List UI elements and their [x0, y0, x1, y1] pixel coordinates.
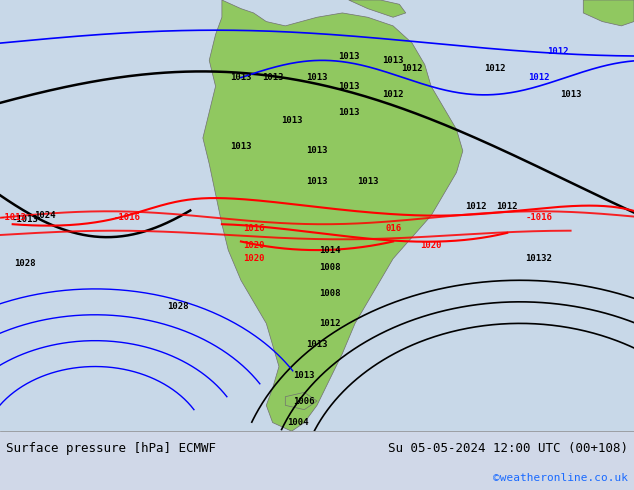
Text: 1012: 1012: [465, 202, 486, 212]
Text: 1014: 1014: [319, 245, 340, 255]
Text: 1013: 1013: [338, 108, 359, 117]
Text: 1004: 1004: [287, 418, 309, 427]
Text: 1012: 1012: [319, 319, 340, 328]
Text: -1013: -1013: [0, 213, 26, 222]
Text: 1020: 1020: [243, 241, 264, 250]
Text: 1013: 1013: [281, 116, 302, 125]
Polygon shape: [349, 0, 406, 17]
Text: 1013: 1013: [306, 341, 328, 349]
Text: 1012: 1012: [496, 202, 518, 212]
Text: 1012: 1012: [547, 47, 569, 56]
Text: 016: 016: [385, 224, 401, 233]
Text: 1028: 1028: [167, 302, 188, 311]
Text: 1013: 1013: [382, 56, 404, 65]
Text: 1013: 1013: [230, 73, 252, 82]
Text: 1013: 1013: [306, 176, 328, 186]
Text: 1012: 1012: [484, 65, 505, 74]
Text: Su 05-05-2024 12:00 UTC (00+108): Su 05-05-2024 12:00 UTC (00+108): [387, 442, 628, 455]
Text: 1012: 1012: [528, 73, 550, 82]
Text: -1013: -1013: [12, 216, 39, 224]
Text: -1016: -1016: [526, 213, 552, 222]
Text: 1013: 1013: [338, 51, 359, 61]
Text: 1028: 1028: [15, 259, 36, 268]
Text: 1013: 1013: [230, 142, 252, 151]
Polygon shape: [583, 0, 634, 26]
Polygon shape: [285, 392, 317, 410]
Text: 1013: 1013: [560, 90, 581, 99]
Text: 1012: 1012: [401, 65, 423, 74]
Text: ©weatheronline.co.uk: ©weatheronline.co.uk: [493, 473, 628, 483]
Text: Surface pressure [hPa] ECMWF: Surface pressure [hPa] ECMWF: [6, 442, 216, 455]
Text: 10132: 10132: [526, 254, 552, 263]
Text: 1008: 1008: [319, 289, 340, 298]
Text: 1006: 1006: [294, 396, 315, 406]
Text: 1013: 1013: [294, 370, 315, 380]
Text: 1020: 1020: [243, 254, 264, 263]
Text: 1024: 1024: [34, 211, 55, 220]
Text: 1020: 1020: [420, 241, 442, 250]
Text: 1013: 1013: [306, 73, 328, 82]
Text: 1013: 1013: [262, 73, 283, 82]
Text: -1016: -1016: [113, 213, 140, 222]
Text: 1013: 1013: [357, 176, 378, 186]
Polygon shape: [203, 0, 463, 431]
Text: 1013: 1013: [338, 82, 359, 91]
Text: 1016: 1016: [243, 224, 264, 233]
Text: 1013: 1013: [306, 147, 328, 155]
Text: 1008: 1008: [319, 263, 340, 272]
Text: 1012: 1012: [382, 90, 404, 99]
